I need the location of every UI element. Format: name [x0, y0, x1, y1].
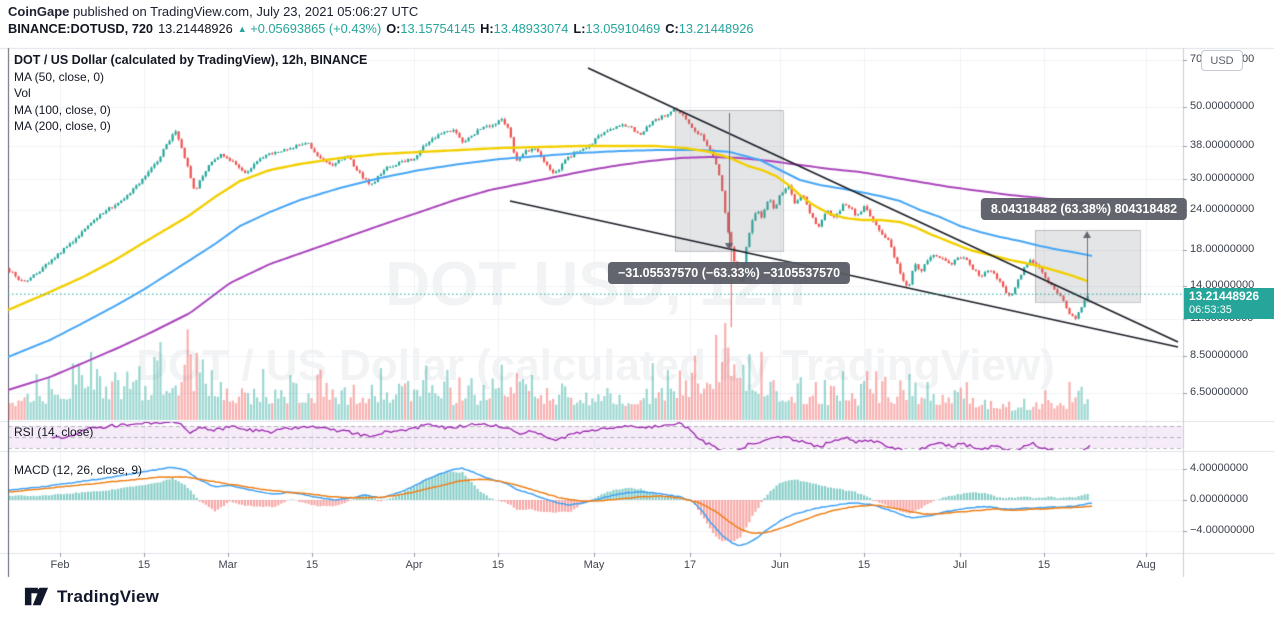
macd-tick-label: 0.00000000	[1190, 493, 1249, 505]
rsi-indicator-label[interactable]: RSI (14, close)	[14, 425, 94, 439]
price-tick-label: 6.50000000	[1190, 386, 1249, 399]
price-tick-label: 8.50000000	[1190, 348, 1249, 361]
currency-toggle-button[interactable]: USD	[1201, 50, 1243, 71]
time-tick-label: Mar	[218, 559, 238, 571]
time-tick-label: Jul	[952, 559, 968, 571]
byline-text: published on TradingView.com, July 23, 2…	[69, 4, 419, 19]
legend-ma200[interactable]: MA (200, close, 0)	[14, 118, 111, 133]
time-tick-label: 15	[491, 559, 505, 571]
ohlc-high: H:13.48933074	[480, 21, 569, 36]
macd-tick-label: 4.00000000	[1190, 462, 1249, 474]
bar-countdown: 06:53:35	[1189, 304, 1232, 316]
time-tick-label: May	[583, 559, 605, 571]
tradingview-branding[interactable]: TradingView	[24, 586, 159, 607]
price-axis[interactable]: 70.0000000050.0000000038.0000000030.0000…	[1183, 48, 1274, 578]
publisher-name: CoinGape	[8, 4, 70, 19]
price-tick-label: 38.00000000	[1190, 138, 1255, 151]
chart-title[interactable]: DOT / US Dollar (calculated by TradingVi…	[14, 53, 368, 67]
price-range-label-up: 8.04318482 (63.38%) 804318482	[980, 198, 1188, 220]
price-change: ▲ +0.05693865 (+0.43%)	[237, 21, 382, 36]
ohlc-open: O:13.15754145	[386, 21, 476, 36]
time-tick-label: 15	[857, 559, 871, 571]
symbol-name[interactable]: BINANCE:DOTUSD, 720	[8, 21, 154, 36]
chart-legend: DOT / US Dollar (calculated by TradingVi…	[14, 52, 367, 134]
time-tick-label: 15	[137, 559, 151, 571]
time-tick-label: 15	[1037, 559, 1051, 571]
price-tick-label: 18.00000000	[1190, 243, 1255, 256]
time-tick-label: Feb	[50, 559, 70, 571]
byline: CoinGape published on TradingView.com, J…	[8, 4, 418, 19]
tradingview-logo-icon	[24, 587, 49, 606]
time-axis[interactable]: Feb 15 Mar 15 Apr 15 May 17 Jun 15 Jul 15 Aug	[0, 553, 1274, 577]
price-tick-label: 50.00000000	[1190, 100, 1255, 113]
last-price: 13.21448926	[158, 21, 233, 36]
legend-ma100[interactable]: MA (100, close, 0)	[14, 102, 111, 117]
price-tick-label: 30.00000000	[1190, 171, 1255, 184]
time-tick-label: 15	[305, 559, 319, 571]
ohlc-low: L:13.05910469	[573, 21, 661, 36]
current-price-badge: 13.21448926 06:53:35	[1184, 288, 1274, 319]
legend-ma50[interactable]: MA (50, close, 0)	[14, 70, 105, 84]
time-tick-label: Apr	[405, 559, 423, 571]
price-tick-label: 24.00000000	[1190, 203, 1255, 216]
macd-tick-label: −4.00000000	[1190, 524, 1255, 536]
legend-volume[interactable]: Vol	[14, 86, 31, 101]
time-tick-label: Aug	[1136, 559, 1156, 571]
tradingview-brand-text: TradingView	[57, 586, 160, 606]
time-tick-label: 17	[683, 559, 697, 571]
time-tick-label: Jun	[771, 559, 789, 571]
ohlc-close: C:13.21448926	[665, 21, 754, 36]
macd-indicator-label[interactable]: MACD (12, 26, close, 9)	[14, 463, 143, 477]
up-arrow-icon: ▲	[237, 24, 247, 34]
current-price-value: 13.21448926	[1189, 289, 1260, 303]
price-range-label-down: −31.05537570 (−63.33%) −3105537570	[607, 262, 851, 284]
symbol-info-bar: BINANCE:DOTUSD, 720 13.21448926 ▲ +0.056…	[8, 21, 753, 36]
price-tick-label: 14.00000000	[1190, 278, 1255, 291]
